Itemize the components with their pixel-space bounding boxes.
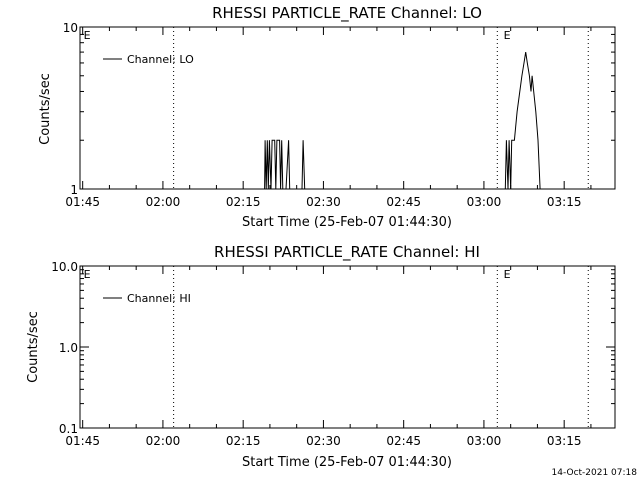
- x-tick-label: 03:15: [547, 434, 582, 448]
- event-marker: E: [84, 268, 91, 281]
- plot-area: 01:45 02:00 02:15 02:30 02:45 03:00 03:15 10.0 1…: [51, 260, 616, 448]
- x-tick-label: 02:15: [226, 434, 261, 448]
- x-tick-label: 01:45: [65, 195, 100, 209]
- y-axis-label: Counts/sec: [38, 73, 53, 145]
- y-tick-label: 10.0: [51, 260, 78, 274]
- plot-area: 01:45 02:00 02:15 02:30 02:45 03:00 03:15 10 1 E E: [63, 21, 616, 209]
- x-tick-label: 03:00: [467, 434, 502, 448]
- event-marker: E: [504, 29, 511, 42]
- y-tick-label: 1.0: [59, 341, 78, 355]
- x-tick-label: 02:15: [226, 195, 261, 209]
- x-tick-label: 02:30: [306, 434, 341, 448]
- event-marker: E: [504, 268, 511, 281]
- series-line: [264, 52, 541, 190]
- chart-title: RHESSI PARTICLE_RATE Channel: HI: [214, 243, 480, 262]
- y-tick-label: 1: [70, 183, 78, 197]
- x-tick-label: 02:00: [146, 434, 181, 448]
- x-tick-label: 02:45: [386, 195, 421, 209]
- legend: Channel: LO: [103, 53, 194, 66]
- x-tick-label: 02:00: [146, 195, 181, 209]
- y-axis-label: Counts/sec: [26, 311, 41, 383]
- chart-lo: RHESSI PARTICLE_RATE Channel: LO Counts/…: [38, 4, 616, 230]
- y-tick-label: 10: [63, 21, 78, 35]
- footer-timestamp: 14-Oct-2021 07:18: [552, 468, 638, 478]
- y-tick-label: 0.1: [59, 422, 78, 436]
- plot-frame: [79, 26, 616, 190]
- x-tick-label: 02:45: [386, 434, 421, 448]
- x-tick-label: 03:00: [467, 195, 502, 209]
- chart-hi: RHESSI PARTICLE_RATE Channel: HI Counts/…: [26, 243, 616, 470]
- x-axis-label: Start Time (25-Feb-07 01:44:30): [242, 455, 452, 470]
- x-tick-label: 01:45: [65, 434, 100, 448]
- chart-title: RHESSI PARTICLE_RATE Channel: LO: [212, 4, 482, 23]
- event-marker: E: [84, 29, 91, 42]
- x-axis-label: Start Time (25-Feb-07 01:44:30): [242, 215, 452, 230]
- x-tick-label: 03:15: [547, 195, 582, 209]
- legend-label: Channel: HI: [127, 292, 191, 305]
- legend-label: Channel: LO: [127, 53, 194, 66]
- x-tick-label: 02:30: [306, 195, 341, 209]
- legend: Channel: HI: [103, 292, 191, 305]
- plot-frame: [79, 265, 616, 429]
